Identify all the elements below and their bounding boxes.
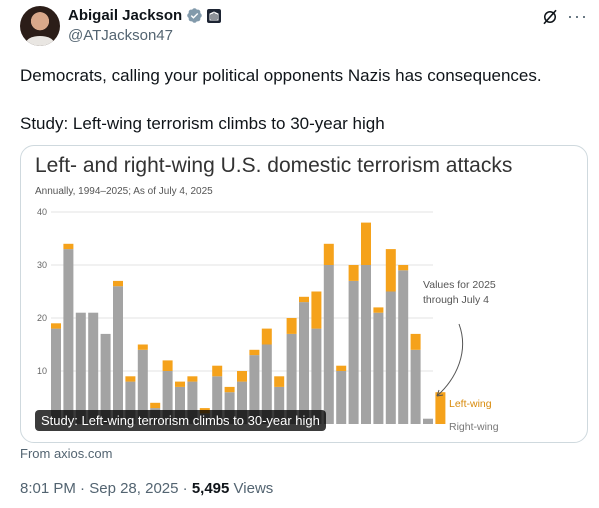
bar-left-wing bbox=[361, 222, 371, 265]
y-tick-label: 20 bbox=[37, 313, 47, 323]
bar-left-wing bbox=[212, 365, 223, 377]
bar-left-wing bbox=[398, 265, 409, 271]
chart: Left- and right-wing U.S. domestic terro… bbox=[35, 154, 512, 433]
bar-right-wing bbox=[410, 349, 421, 424]
grok-icon[interactable] bbox=[541, 8, 559, 26]
views-label: Views bbox=[233, 480, 274, 497]
verified-badge-icon[interactable] bbox=[186, 7, 203, 24]
bar-right-wing bbox=[249, 355, 260, 424]
annotation-arrowhead bbox=[436, 389, 444, 397]
bar-left-wing bbox=[299, 296, 309, 303]
chart-title: Left- and right-wing U.S. domestic terro… bbox=[35, 154, 512, 177]
bar-right-wing bbox=[398, 270, 409, 424]
bar-right-wing bbox=[361, 265, 371, 424]
bar-right-wing bbox=[224, 392, 235, 424]
link-card[interactable]: Left- and right-wing U.S. domestic terro… bbox=[20, 145, 588, 443]
bar-left-wing bbox=[249, 349, 260, 356]
author-name-row: Abigail Jackson bbox=[68, 7, 222, 24]
bar-right-wing bbox=[336, 371, 347, 424]
bar-left-wing bbox=[162, 360, 173, 371]
bar-right-wing bbox=[137, 349, 148, 424]
bar-left-wing bbox=[311, 291, 322, 329]
legend-right-wing: Right-wing bbox=[449, 421, 499, 433]
bar-left-wing bbox=[150, 402, 161, 409]
author-handle[interactable]: @ATJackson47 bbox=[68, 27, 173, 44]
display-name[interactable]: Abigail Jackson bbox=[68, 7, 183, 24]
source-link[interactable]: From axios.com bbox=[20, 446, 113, 461]
bar-right-wing bbox=[423, 418, 433, 424]
bar-left-wing bbox=[435, 392, 446, 424]
chart-annotation: Values for 2025 through July 4 Left-wing Ri… bbox=[423, 279, 499, 433]
tweet-time[interactable]: 8:01 PM bbox=[20, 480, 76, 497]
bar-left-wing bbox=[187, 376, 198, 382]
bar-right-wing bbox=[63, 249, 74, 424]
bar-right-wing bbox=[348, 280, 359, 424]
bar-right-wing bbox=[299, 302, 309, 424]
bar-right-wing bbox=[175, 386, 185, 424]
bar-right-wing bbox=[100, 333, 111, 424]
bar-right-wing bbox=[51, 328, 61, 424]
bar-right-wing bbox=[162, 371, 173, 424]
annotation-text: Values for 2025 bbox=[423, 279, 496, 291]
bar-left-wing bbox=[410, 333, 421, 350]
bar-left-wing bbox=[323, 243, 334, 265]
annotation-arrow bbox=[436, 323, 463, 397]
bar-left-wing bbox=[286, 318, 297, 334]
chart-bars bbox=[51, 222, 446, 424]
annotation-text: through July 4 bbox=[423, 294, 489, 306]
bar-right-wing bbox=[311, 328, 322, 424]
chart-subtitle: Annually, 1994–2025; As of July 4, 2025 bbox=[35, 186, 213, 197]
meta-separator: · bbox=[182, 480, 188, 497]
bar-left-wing bbox=[385, 249, 396, 292]
bar-left-wing bbox=[137, 344, 148, 350]
bar-right-wing bbox=[125, 381, 136, 424]
bar-left-wing bbox=[373, 307, 384, 313]
bar-right-wing bbox=[385, 291, 396, 424]
bar-left-wing bbox=[125, 376, 136, 382]
y-tick-label: 10 bbox=[37, 366, 47, 376]
bar-left-wing bbox=[237, 371, 247, 382]
y-tick-label: 30 bbox=[37, 260, 47, 270]
bar-right-wing bbox=[286, 333, 297, 424]
bar-right-wing bbox=[274, 386, 285, 424]
meta-separator: · bbox=[80, 480, 86, 497]
bar-right-wing bbox=[261, 344, 272, 424]
bar-right-wing bbox=[237, 381, 247, 424]
tweet-date[interactable]: Sep 28, 2025 bbox=[89, 480, 179, 497]
bar-left-wing bbox=[63, 243, 74, 250]
bar-right-wing bbox=[187, 381, 198, 424]
bar-left-wing bbox=[274, 376, 285, 387]
bar-left-wing bbox=[261, 328, 272, 345]
bar-left-wing bbox=[175, 381, 185, 387]
bar-right-wing bbox=[113, 286, 123, 424]
bar-right-wing bbox=[373, 312, 384, 424]
tweet-meta: 8:01 PM · Sep 28, 2025 · 5,495 Views bbox=[20, 480, 273, 497]
avatar[interactable] bbox=[20, 6, 60, 46]
views-count: 5,495 bbox=[191, 480, 230, 497]
bar-left-wing bbox=[224, 386, 235, 393]
bar-left-wing bbox=[51, 323, 61, 329]
bar-right-wing bbox=[323, 265, 334, 424]
bar-right-wing bbox=[75, 312, 86, 424]
bar-left-wing bbox=[113, 280, 123, 287]
bar-left-wing bbox=[348, 265, 359, 281]
bar-left-wing bbox=[336, 365, 347, 371]
bar-right-wing bbox=[212, 376, 223, 424]
tweet-text: Democrats, calling your political oppone… bbox=[20, 66, 542, 133]
card-title-overlay: Study: Left-wing terrorism climbs to 30-… bbox=[35, 410, 326, 431]
legend-left-wing: Left-wing bbox=[449, 398, 492, 410]
y-tick-label: 40 bbox=[37, 207, 47, 217]
affiliation-badge-icon[interactable] bbox=[207, 8, 222, 23]
bar-right-wing bbox=[88, 312, 99, 424]
more-icon[interactable]: ··· bbox=[567, 6, 588, 26]
